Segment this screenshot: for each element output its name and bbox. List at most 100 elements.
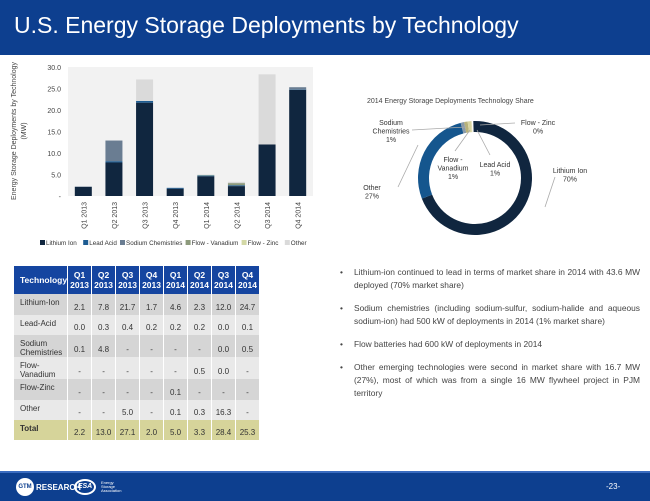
row-label: Other	[14, 399, 68, 420]
y-tick-label: 10.0	[47, 151, 61, 158]
row-label: Lithium-Ion	[14, 294, 68, 315]
table-header-row: Technology Q1 2013 Q2 2013 Q3 2013 Q4 2013 Q1 2014…	[14, 266, 259, 294]
table-cell: 0.1	[235, 314, 259, 335]
table-cell: -	[68, 379, 92, 400]
table-cell: -	[164, 357, 187, 379]
esa-logo: ESA Energy Storage Association	[74, 479, 121, 495]
y-tick-label: 20.0	[47, 108, 61, 115]
bullet-list: Lithium-ion continued to lead in terms o…	[338, 266, 640, 410]
slice-label: Lithium Ion 70%	[553, 168, 587, 184]
table-cell: 0.5	[235, 335, 259, 357]
leader-line	[411, 126, 467, 131]
table-cell: -	[116, 335, 140, 357]
column-header: Q3 2013	[116, 266, 140, 294]
table-cell: 12.0	[211, 294, 235, 315]
table-row: Lithium-Ion 2.1 7.8 21.7 1.7 4.6 2.3 12.0 24.7	[14, 294, 259, 315]
table-cell: 7.8	[92, 294, 116, 315]
table-cell: 5.0	[116, 399, 140, 420]
slice-percent: 1%	[448, 174, 458, 181]
table-cell: 2.1	[68, 294, 92, 315]
table-row: Lead-Acid 0.0 0.3 0.4 0.2 0.2 0.2 0.0 0.1	[14, 314, 259, 335]
column-header: Q2 2013	[92, 266, 116, 294]
x-tick-label: Q2 2014	[234, 202, 241, 229]
bar-segment	[105, 162, 123, 196]
x-tick-label: Q4 2014	[296, 202, 303, 229]
legend-swatch	[284, 240, 290, 245]
bar-segment	[166, 187, 184, 189]
bar-segment	[166, 188, 184, 196]
bar-segment	[258, 74, 276, 145]
table-cell: -	[235, 357, 259, 379]
x-tick-label: Q1 2014	[204, 202, 211, 229]
table-cell: 0.4	[116, 314, 140, 335]
row-label: Sodium Chemistries	[14, 335, 68, 357]
leader-line	[479, 122, 516, 126]
column-header: Q2 2014	[188, 266, 211, 294]
chart-title: 2014 Energy Storage Deployments Technolo…	[367, 98, 534, 105]
column-header: Q4 2014	[235, 266, 259, 294]
table-cell: 21.7	[116, 294, 140, 315]
table-cell: -	[92, 399, 116, 420]
slice-name: Lithium Ion	[553, 168, 587, 175]
bullet-item: Lithium-ion continued to lead in terms o…	[338, 266, 640, 292]
table-cell: 5.0	[164, 420, 187, 440]
table-cell: -	[92, 379, 116, 400]
table-cell: -	[235, 399, 259, 420]
legend-label: Flow - Zinc	[248, 240, 279, 247]
table-cell: -	[211, 379, 235, 400]
deployment-table: Technology Q1 2013 Q2 2013 Q3 2013 Q4 2013 Q1 2014…	[13, 266, 260, 440]
legend-label: Flow - Vanadium	[192, 240, 239, 247]
bar-segment	[227, 186, 245, 196]
bar-segment	[289, 89, 307, 196]
donut-slice	[464, 121, 470, 133]
bar-segment	[105, 161, 123, 163]
donut-slice	[467, 121, 472, 133]
gtm-research-logo: GTM RESEARCH	[16, 478, 81, 496]
slice-label: Flow - Vanadium 1%	[437, 157, 468, 181]
x-tick-label: Q3 2013	[143, 202, 150, 229]
y-axis-label: Energy Storage Deployments by Technology	[11, 62, 18, 201]
table-cell: -	[188, 335, 211, 357]
table-cell: 0.2	[188, 314, 211, 335]
leader-line	[544, 176, 556, 208]
table-cell: 0.3	[92, 314, 116, 335]
table-cell: 1.7	[140, 294, 164, 315]
table-cell: 2.3	[188, 294, 211, 315]
bar-segment	[227, 183, 245, 186]
table-cell: -	[140, 357, 164, 379]
slice-label: Other 27%	[363, 185, 381, 201]
legend-swatch	[120, 240, 125, 245]
table-row: Other - -5.0-0.1 0.3 16.3-	[14, 399, 259, 420]
table-cell: -	[235, 379, 259, 400]
legend-swatch	[40, 240, 45, 245]
table-cell: -	[140, 335, 164, 357]
row-label: Lead-Acid	[14, 314, 68, 335]
slice-name: Flow -	[443, 157, 463, 164]
bar-segment	[289, 87, 307, 90]
table-cell: 2.0	[140, 420, 164, 440]
column-header: Q1 2013	[68, 266, 92, 294]
legend-swatch	[83, 240, 89, 245]
bullet-item: Sodium chemistries (including sodium-sul…	[338, 302, 640, 328]
bar-segment	[136, 100, 154, 103]
bar-segment	[74, 186, 92, 196]
row-label: Flow-Zinc	[14, 379, 68, 400]
table-cell: -	[164, 335, 187, 357]
leader-line	[397, 144, 419, 188]
table-cell: -	[140, 399, 164, 420]
x-tick-label: Q4 2013	[173, 202, 180, 229]
slice-name: Sodium	[379, 120, 403, 127]
column-header: Q4 2013	[140, 266, 164, 294]
table-cell: 0.0	[211, 314, 235, 335]
legend-label: Other	[291, 240, 307, 247]
bullet-item: Other emerging technologies were second …	[338, 361, 640, 400]
table-row: Total 2.2 13.0 27.1 2.0 5.0 3.3 28.4 25.3	[14, 420, 259, 440]
column-header: Q1 2014	[164, 266, 187, 294]
x-tick-label: Q3 2014	[265, 202, 272, 229]
table-cell: 4.8	[92, 335, 116, 357]
legend-label: Sodium Chemistries	[126, 240, 182, 247]
slice-label: Sodium Chemistries 1%	[373, 120, 410, 144]
table-cell: 0.2	[140, 314, 164, 335]
slice-name: Chemistries	[373, 129, 410, 136]
table-cell: -	[116, 357, 140, 379]
